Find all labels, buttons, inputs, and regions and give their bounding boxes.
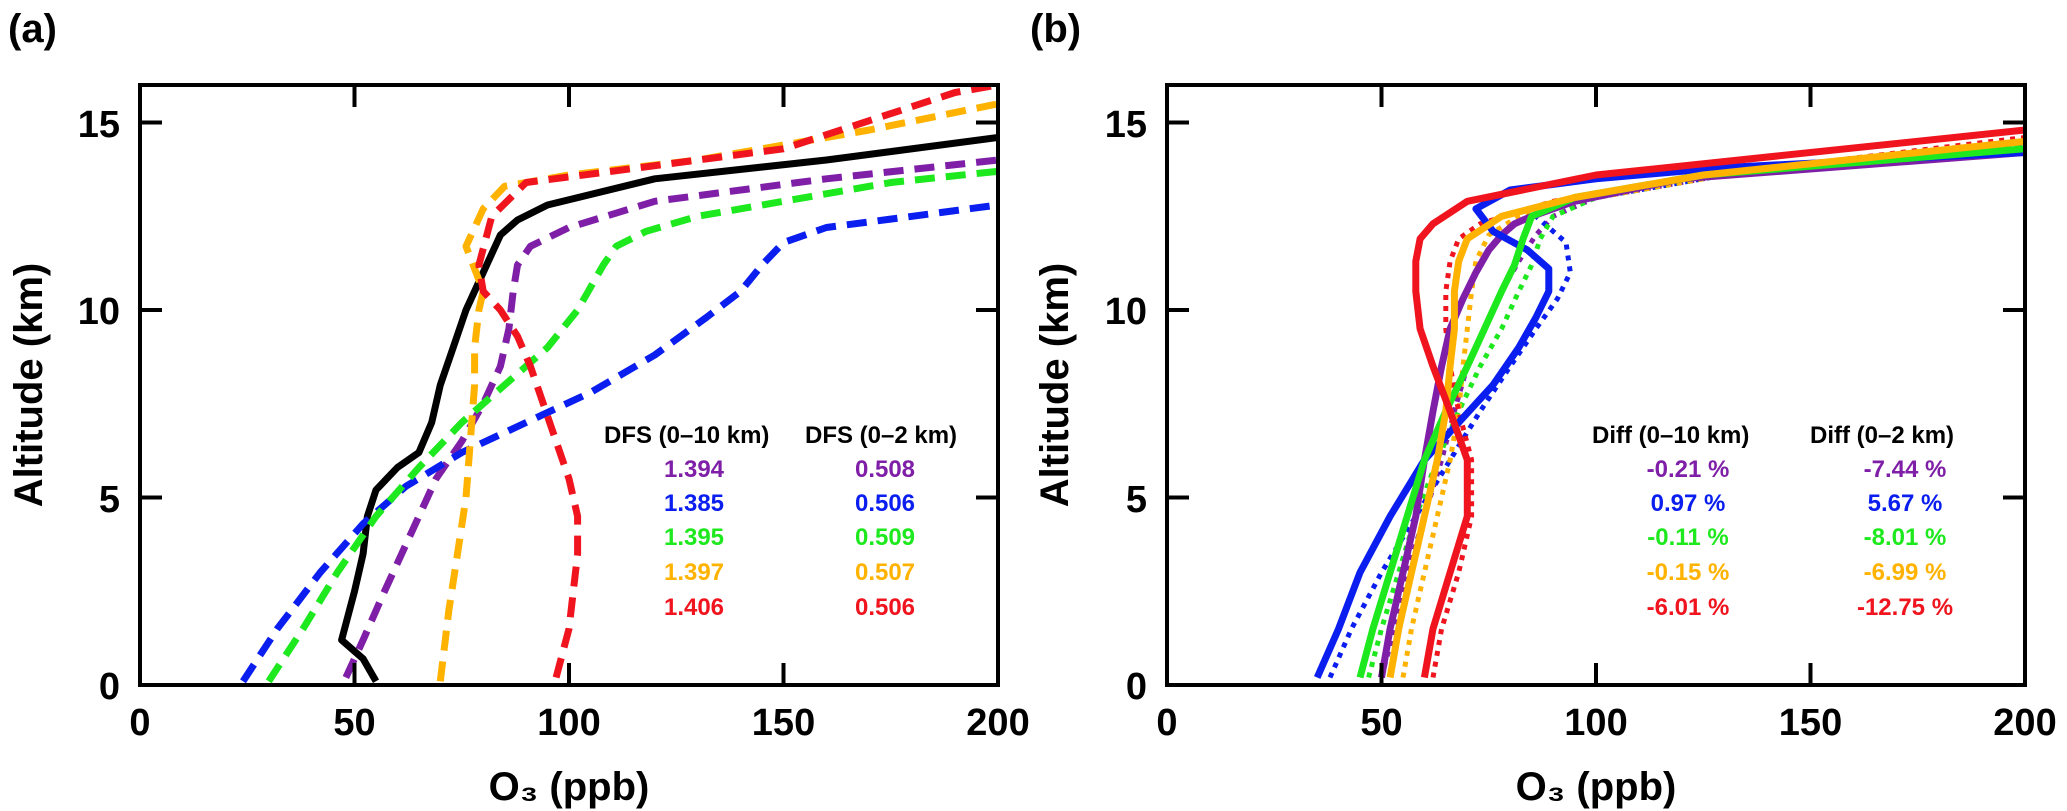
annotation-value: 0.97 %: [1651, 490, 1726, 517]
panel-a: (a) 0 50 100 150 200 0 5 10 15 O₃ (ppb) …: [7, 7, 1030, 809]
annotation-value: 1.395: [664, 524, 724, 551]
x-tick-label: 150: [1779, 702, 1842, 744]
annotation-value: -0.15 %: [1647, 559, 1730, 586]
panel-a-x-tick-labels: 0 50 100 150 200: [129, 702, 1029, 744]
y-tick-label: 5: [1126, 479, 1147, 521]
panel-b-series-orange-solid: [1386, 137, 2025, 679]
x-tick-label: 100: [1564, 702, 1627, 744]
x-tick-label: 0: [129, 702, 150, 744]
annotation-value: 1.394: [664, 456, 725, 483]
y-tick-label: 10: [1105, 291, 1147, 333]
panel-a-ticks: [138, 85, 1000, 687]
panel-b-x-tick-labels: 0 50 100 150 200: [1156, 702, 2056, 744]
annotation-value: 0.507: [855, 559, 915, 586]
y-tick-label: 15: [78, 104, 120, 146]
x-tick-label: 50: [333, 702, 375, 744]
x-axis-title: O₃ (ppb): [1516, 765, 1677, 809]
x-axis-title: O₃ (ppb): [489, 765, 650, 809]
annotation-value: -0.11 %: [1647, 524, 1728, 551]
panel-b-diff-annotation: Diff (0–10 km) Diff (0–2 km) -0.21 % -7.…: [1592, 422, 1954, 621]
panel-b: (b) 0 50 100 150 200 0 5 10 15 O₃ (ppb) …: [1030, 7, 2057, 809]
y-tick-label: 0: [1126, 666, 1147, 708]
annotation-value: 5.67 %: [1868, 490, 1943, 517]
annotation-value: 1.397: [664, 559, 724, 586]
panel-b-ticks: [1165, 85, 2027, 687]
y-axis-title: Altitude (km): [1033, 263, 1077, 507]
annotation-header-1: Diff (0–10 km): [1592, 422, 1749, 449]
y-axis-title: Altitude (km): [7, 263, 51, 507]
panel-b-label: (b): [1030, 7, 1081, 51]
panel-a-label: (a): [8, 7, 57, 51]
annotation-value: -8.01 %: [1864, 524, 1947, 551]
panel-b-series-red-solid: [1412, 126, 2025, 679]
x-tick-label: 0: [1156, 702, 1177, 744]
annotation-header-1: DFS (0–10 km): [604, 422, 769, 449]
panel-a-series-blue: [240, 201, 998, 684]
annotation-value: -6.99 %: [1864, 559, 1947, 586]
annotation-value: 0.506: [855, 490, 915, 517]
x-tick-label: 50: [1360, 702, 1402, 744]
panel-a-dfs-annotation: DFS (0–10 km) DFS (0–2 km) 1.394 0.508 1…: [604, 422, 957, 621]
panel-b-y-tick-labels: 0 5 10 15: [1105, 104, 1147, 708]
panel-a-series-observed: [338, 134, 998, 684]
x-tick-label: 100: [537, 702, 600, 744]
y-tick-label: 0: [99, 666, 120, 708]
annotation-value: -0.21 %: [1647, 456, 1730, 483]
annotation-value: 1.406: [664, 594, 724, 621]
panel-b-series-green-dotted: [1366, 142, 2025, 679]
panel-a-y-tick-labels: 0 5 10 15: [78, 104, 120, 708]
x-tick-label: 200: [1993, 702, 2056, 744]
panel-a-series-red: [475, 85, 998, 679]
panel-a-series-green: [265, 167, 998, 684]
annotation-value: -7.44 %: [1864, 456, 1947, 483]
x-tick-label: 200: [966, 702, 1029, 744]
y-tick-label: 10: [78, 291, 120, 333]
panel-b-series-red-dotted: [1430, 135, 2025, 678]
annotation-value: 1.385: [664, 490, 724, 517]
annotation-value: -6.01 %: [1647, 594, 1730, 621]
y-tick-label: 5: [99, 479, 120, 521]
panel-a-series: [240, 85, 998, 684]
annotation-value: 0.508: [855, 456, 915, 483]
annotation-value: 0.509: [855, 524, 915, 551]
y-tick-label: 15: [1105, 104, 1147, 146]
annotation-value: -12.75 %: [1857, 594, 1953, 621]
panel-b-series: [1313, 126, 2025, 679]
annotation-header-2: Diff (0–2 km): [1810, 422, 1954, 449]
x-tick-label: 150: [752, 702, 815, 744]
annotation-header-2: DFS (0–2 km): [805, 422, 957, 449]
panel-a-series-purple: [342, 156, 998, 679]
annotation-value: 0.506: [855, 594, 915, 621]
